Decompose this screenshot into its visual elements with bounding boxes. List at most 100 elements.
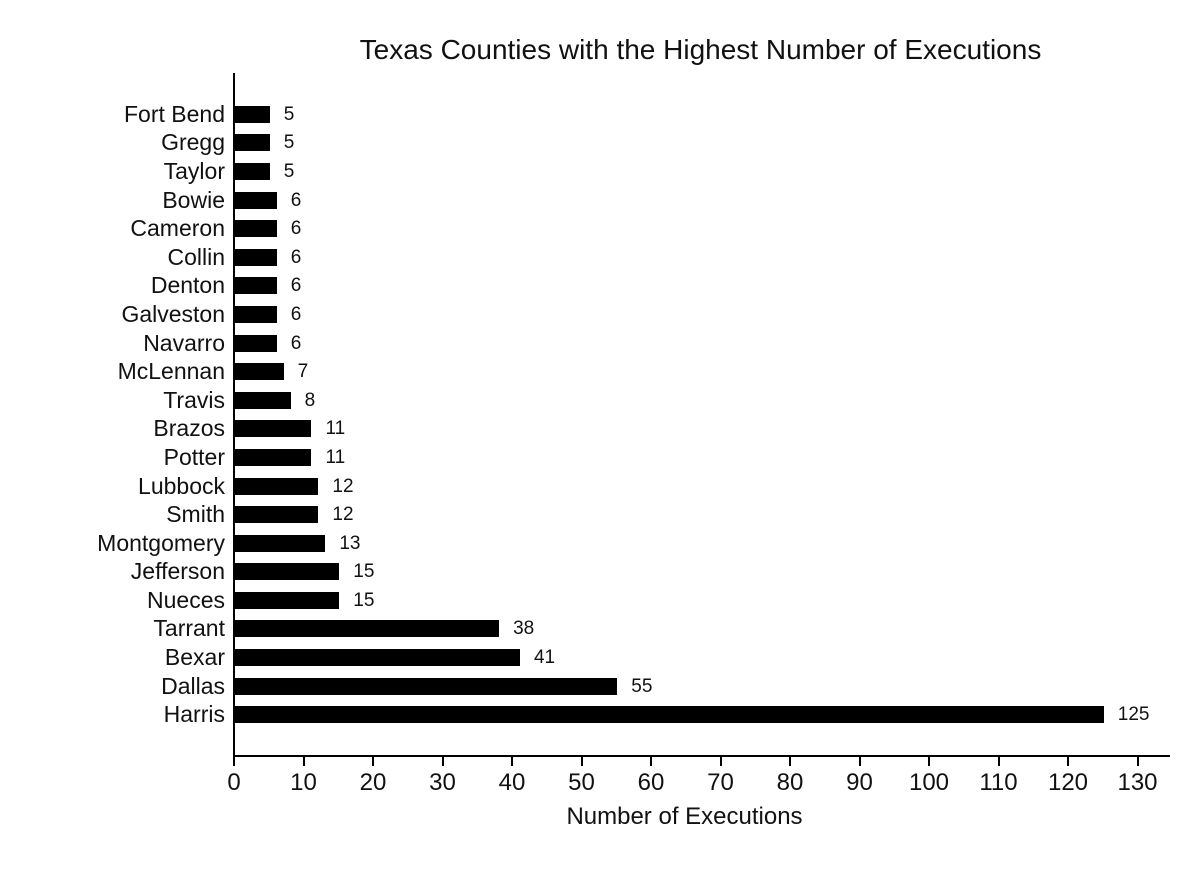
category-label: Brazos — [153, 415, 225, 442]
bar — [235, 563, 340, 581]
bar-row: Montgomery 13 — [0, 529, 1200, 558]
y-axis-line — [233, 73, 235, 757]
bar-area: 15 — [235, 591, 374, 610]
bar — [235, 649, 520, 667]
x-tick-label: 90 — [846, 769, 873, 796]
x-tick-label: 130 — [1117, 769, 1158, 796]
bar — [235, 677, 618, 695]
value-label: 11 — [325, 446, 346, 468]
bar-row: Navarro 6 — [0, 329, 1200, 358]
category-label: Denton — [150, 272, 225, 299]
bar-row: Galveston 6 — [0, 300, 1200, 329]
bar — [235, 334, 277, 352]
value-label: 41 — [533, 647, 556, 669]
bar-row: Bexar 41 — [0, 643, 1200, 672]
bar-row: Cameron 6 — [0, 214, 1200, 243]
bar — [235, 248, 277, 266]
category-label: Harris — [163, 701, 225, 728]
bar-row: Tarrant 38 — [0, 615, 1200, 644]
x-tick-label: 110 — [979, 769, 1018, 796]
bar-area: 125 — [235, 705, 1149, 724]
x-tick-label: 40 — [498, 769, 526, 796]
x-tick-label: 120 — [1047, 769, 1089, 796]
category-label: Navarro — [143, 329, 225, 356]
x-tick-label: 20 — [359, 769, 387, 796]
bar — [235, 591, 340, 609]
value-label: 125 — [1117, 704, 1150, 726]
x-tick-mark — [441, 757, 444, 766]
x-axis-line — [233, 755, 1170, 757]
value-label: 6 — [290, 218, 302, 240]
x-axis-title: Number of Executions — [566, 803, 803, 830]
bar — [235, 391, 291, 409]
value-label: 5 — [283, 103, 295, 125]
value-label: 15 — [353, 561, 375, 583]
x-tick-mark — [650, 757, 652, 766]
category-label: Potter — [163, 443, 225, 470]
value-label: 12 — [332, 504, 354, 526]
bar-row: Bowie 6 — [0, 186, 1200, 215]
x-tick-mark — [1136, 757, 1139, 766]
bar-row: Taylor 5 — [0, 157, 1200, 186]
bar-area: 11 — [235, 419, 345, 438]
bar-area: 8 — [235, 391, 315, 410]
bar-row: Fort Bend 5 — [0, 100, 1200, 129]
bar-area: 12 — [235, 477, 354, 496]
bar — [235, 706, 1104, 724]
bar-rows: Fort Bend 5 Gregg 5 Taylor 5 Bowie 6 Cameron 6 Col… — [0, 100, 1200, 729]
bar-row: Potter 11 — [0, 443, 1200, 472]
category-label: Smith — [166, 501, 225, 528]
category-label: Dallas — [161, 672, 225, 699]
x-tick-label: 30 — [429, 769, 456, 796]
bar — [235, 420, 312, 438]
bar-area: 6 — [235, 219, 301, 238]
bar-row: Collin 6 — [0, 243, 1200, 272]
category-label: Travis — [163, 386, 225, 413]
value-label: 6 — [290, 275, 302, 297]
category-label: Galveston — [121, 300, 225, 327]
category-label: Fort Bend — [124, 100, 225, 127]
category-label: Collin — [167, 243, 225, 270]
bar-area: 7 — [235, 362, 308, 381]
x-tick-label: 0 — [227, 769, 241, 796]
x-tick-mark — [233, 757, 235, 766]
bar-row: Dallas 55 — [0, 672, 1200, 701]
category-label: Cameron — [130, 215, 225, 242]
bar-area: 13 — [235, 534, 360, 553]
x-tick-mark — [1067, 757, 1069, 766]
bar — [235, 162, 270, 180]
bar — [235, 277, 277, 295]
x-tick-mark — [928, 757, 930, 766]
bar-row: Smith 12 — [0, 500, 1200, 529]
bar-area: 5 — [235, 133, 294, 152]
bar-area: 6 — [235, 334, 301, 353]
category-label: Bexar — [164, 644, 225, 671]
category-label: Montgomery — [97, 529, 225, 556]
value-label: 8 — [304, 389, 316, 411]
bar — [235, 220, 277, 238]
x-tick-mark — [580, 757, 583, 766]
bar — [235, 448, 312, 466]
bar-area: 6 — [235, 191, 301, 210]
bar — [235, 191, 277, 209]
bar — [235, 477, 319, 495]
value-label: 12 — [332, 475, 354, 497]
value-label: 38 — [513, 618, 535, 640]
bar-area: 6 — [235, 305, 301, 324]
value-label: 6 — [290, 303, 302, 325]
bar — [235, 620, 500, 638]
bar-area: 38 — [235, 619, 534, 638]
bar-row: Nueces 15 — [0, 586, 1200, 615]
bar — [235, 534, 326, 552]
value-label: 6 — [290, 332, 302, 354]
bar — [235, 305, 277, 323]
category-label: Tarrant — [153, 615, 225, 642]
x-tick-mark — [372, 757, 374, 766]
value-label: 5 — [283, 132, 295, 154]
x-tick-label: 60 — [637, 769, 665, 796]
bar-area: 6 — [235, 248, 301, 267]
bar-row: Denton 6 — [0, 272, 1200, 301]
chart-title: Texas Counties with the Highest Number o… — [359, 34, 1042, 65]
x-tick-mark — [997, 757, 1000, 766]
